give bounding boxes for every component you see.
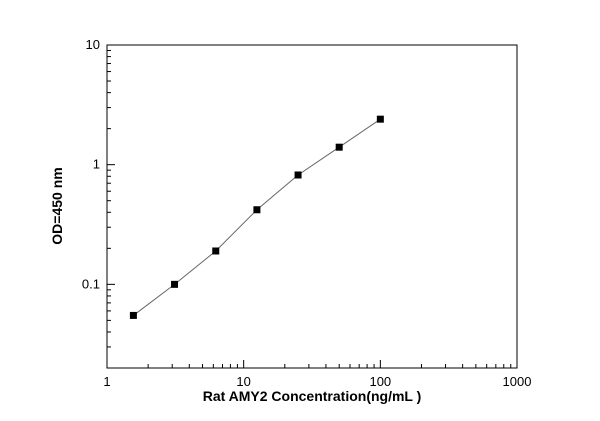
data-point-marker xyxy=(129,311,137,319)
plot-frame xyxy=(106,44,518,369)
x-tick-label: 100 xyxy=(369,374,391,389)
x-axis-title: Rat AMY2 Concentration(ng/mL ) xyxy=(202,388,422,404)
x-tick-label: 10 xyxy=(236,374,250,389)
data-point-marker xyxy=(171,280,179,288)
data-point-marker xyxy=(294,171,302,179)
y-tick-label: 1 xyxy=(93,157,100,172)
x-tick-label: 1 xyxy=(103,374,110,389)
y-axis-ticks: 0.1 1 10 xyxy=(82,37,115,348)
x-axis-ticks: 1 10 100 1000 xyxy=(103,360,531,389)
y-tick-label: 10 xyxy=(86,37,100,52)
data-point-marker xyxy=(253,206,261,214)
data-series-line xyxy=(133,118,381,316)
x-tick-label: 1000 xyxy=(503,374,532,389)
data-point-marker xyxy=(376,115,384,123)
y-tick-label: 0.1 xyxy=(82,276,100,291)
data-point-marker xyxy=(335,143,343,151)
data-points xyxy=(129,115,384,319)
y-axis-title: OD=450 nm xyxy=(49,167,65,245)
data-point-marker xyxy=(212,247,220,255)
